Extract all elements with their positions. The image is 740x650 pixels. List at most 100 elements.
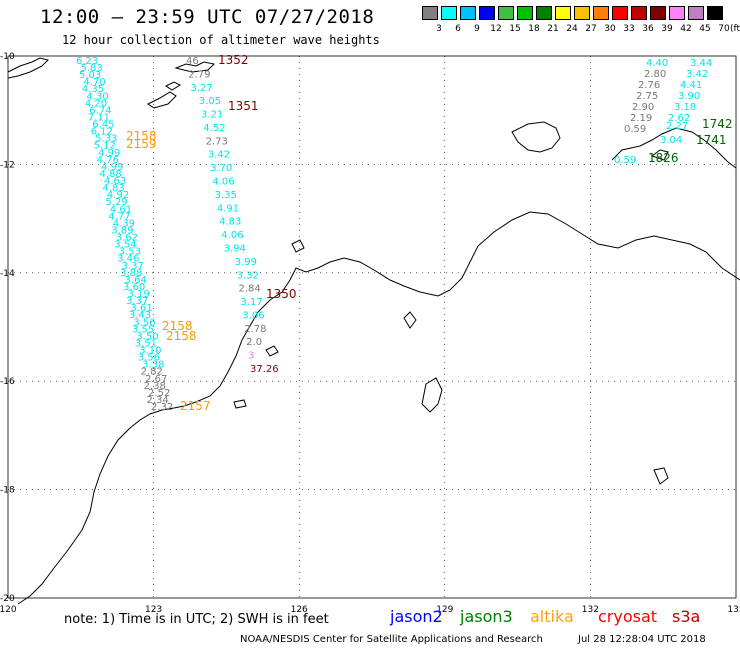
color-scale-label: 45 <box>699 24 711 34</box>
swh-value-right: 2.80 <box>644 69 666 80</box>
swh-value-middle: 3.32 <box>237 270 259 281</box>
swh-value-middle: 3.94 <box>224 243 246 254</box>
swh-value-left: 3.10 <box>139 346 161 357</box>
swh-value-middle: 3.70 <box>210 163 232 174</box>
swh-value-middle: 3.27 <box>191 83 213 94</box>
swh-value-left: 3.60 <box>123 282 145 293</box>
small-island-2 <box>165 81 182 91</box>
lon-label: 126 <box>291 605 308 615</box>
lon-label: 120 <box>0 605 17 615</box>
swh-value-left: 4.61 <box>110 204 132 215</box>
kimberley-coast <box>17 211 740 605</box>
color-swatch <box>612 6 628 20</box>
color-swatch <box>498 6 514 20</box>
map-frame <box>7 55 737 599</box>
color-scale-label: 21 <box>547 24 559 34</box>
altimeter-tracks: 6.235.835.034.704.354.304.206.747.116.45… <box>76 53 733 413</box>
color-scale-label: 18 <box>528 24 540 34</box>
color-scale-label: 42 <box>680 24 692 34</box>
swh-value-middle: 3.21 <box>201 110 223 121</box>
pass-time-maroon: 1351 <box>228 99 259 113</box>
swh-value-middle: 2.78 <box>244 324 266 335</box>
swh-value-left: 2.34 <box>147 395 169 406</box>
color-swatch <box>688 6 704 20</box>
small-island-1 <box>147 91 177 109</box>
color-swatch <box>650 6 666 20</box>
swh-value-left: 3.88 <box>120 268 142 279</box>
swh-value-left: 4.30 <box>86 91 108 102</box>
swh-value-left: 2.32 <box>151 402 173 413</box>
footer-note: note: 1) Time is in UTC; 2) SWH is in fe… <box>64 612 329 627</box>
swh-value-middle: 3.42 <box>208 150 230 161</box>
pass-time-orange: 2157 <box>180 399 211 413</box>
swh-value-left: 4.99 <box>101 162 123 173</box>
swh-value-left: 3.50 <box>136 331 158 342</box>
swh-value-left: 4.77 <box>108 211 130 222</box>
swh-value-right: 2.75 <box>636 91 658 102</box>
swh-value-middle: 46 <box>186 56 199 67</box>
swh-value-middle: 3 <box>248 351 254 362</box>
swh-value-right: 2.76 <box>638 80 660 91</box>
map-subtitle: 12 hour collection of altimeter wave hei… <box>62 33 380 47</box>
color-scale-label: 39 <box>661 24 673 34</box>
swh-value-left: 6.12 <box>91 127 113 138</box>
swh-value-left: 4.92 <box>107 190 129 201</box>
map-title: 12:00 – 23:59 UTC 07/27/2018 <box>40 6 375 28</box>
coastline <box>7 57 740 605</box>
lon-label: 123 <box>145 605 162 615</box>
satellite-jason2: jason2 <box>390 607 443 626</box>
coast-islets-2 <box>403 311 417 329</box>
coast-islets-1 <box>291 239 305 253</box>
swh-value-left: 4.20 <box>85 98 107 109</box>
color-scale-label: 36 <box>642 24 654 34</box>
swh-value-middle: 3.17 <box>240 297 262 308</box>
color-swatch <box>536 6 552 20</box>
pass-time-maroon: 1352 <box>218 53 249 67</box>
swh-value-left: 4.76 <box>97 155 119 166</box>
color-swatch <box>441 6 457 20</box>
timor-island <box>7 57 49 79</box>
small-island-3 <box>174 61 216 73</box>
lat-label: -20 <box>0 594 15 604</box>
swh-value-right: 0.59 <box>624 124 646 135</box>
coast-islets-5 <box>233 399 247 409</box>
satellite-altika: altika <box>530 607 574 626</box>
swh-value-left: 4.83 <box>102 183 124 194</box>
color-swatch <box>479 6 495 20</box>
pass-time-maroon: 1350 <box>266 287 297 301</box>
pass-time-orange: 2159 <box>126 137 157 151</box>
swh-value-left: 2.52 <box>148 388 170 399</box>
coast-detail-right <box>650 149 669 161</box>
swh-value-left: 3.43 <box>129 310 151 321</box>
lon-label: 132 <box>582 605 599 615</box>
swh-value-left: 5.29 <box>105 197 127 208</box>
credit-text: NOAA/NESDIS Center for Satellite Applica… <box>240 634 543 645</box>
swh-value-right: 4.41 <box>680 80 702 91</box>
color-scale-unit: (ft) <box>730 24 740 34</box>
lat-label: -18 <box>0 486 15 496</box>
swh-value-right: 2.62 <box>668 113 690 124</box>
pass-time-orange: 2158 <box>126 129 157 143</box>
swh-value-left: 4.35 <box>82 84 104 95</box>
swh-value-middle: 37.26 <box>250 364 279 375</box>
swh-value-right: 3.42 <box>686 69 708 80</box>
swh-value-left: 3.55 <box>132 324 154 335</box>
lon-label: 129 <box>436 605 453 615</box>
swh-value-middle: 2.84 <box>239 284 261 295</box>
swh-value-left: 4.70 <box>83 77 105 88</box>
pass-time-orange: 2158 <box>162 319 193 333</box>
arnhem-coast <box>611 127 737 169</box>
swh-value-left: 5.12 <box>94 141 116 152</box>
swh-value-left: 3.46 <box>117 254 139 265</box>
swh-value-right: 2.27 <box>666 121 688 132</box>
swh-value-left: 4.88 <box>100 169 122 180</box>
lon-label: 135 <box>727 605 740 615</box>
swh-value-left: 3.64 <box>125 275 147 286</box>
swh-value-left: 4.99 <box>98 148 120 159</box>
coast-islets-3 <box>421 377 443 413</box>
swh-value-middle: 3.35 <box>215 190 237 201</box>
swh-value-left: 4.63 <box>104 176 126 187</box>
color-swatch <box>574 6 590 20</box>
swh-value-left: 5.33 <box>95 134 117 145</box>
